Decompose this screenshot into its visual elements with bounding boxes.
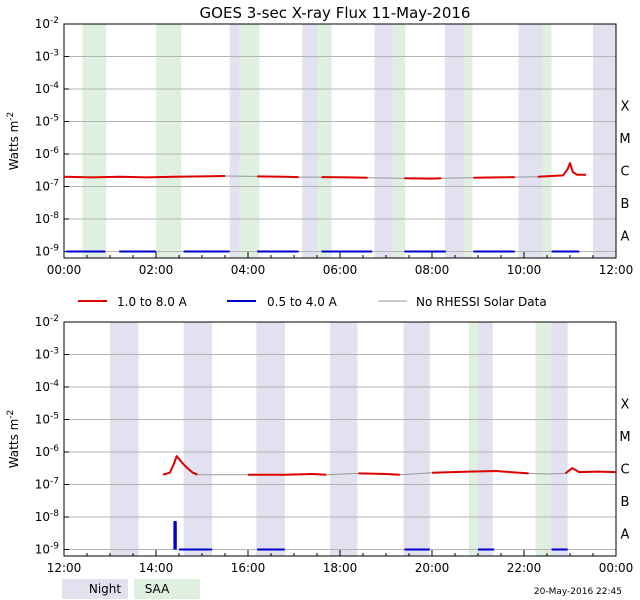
y-tick-label: 10-2 [35, 16, 59, 31]
night-band [550, 322, 568, 556]
legend-label-nodata: No RHESSI Solar Data [416, 295, 547, 309]
flare-class-label: M [619, 430, 630, 445]
saa-key-swatch [134, 579, 200, 599]
saa-band [317, 24, 332, 258]
saa-key-label: SAA [145, 582, 170, 596]
night-band [256, 322, 285, 556]
x-tick-label: 20:00 [415, 561, 450, 575]
flare-class-label: M [619, 132, 630, 147]
saa-band [464, 24, 473, 258]
saa-band [156, 24, 182, 258]
series-long-line [63, 175, 226, 179]
y-tick-label: 10-5 [35, 412, 59, 427]
x-tick-label: 00:00 [47, 263, 82, 277]
flare-class-label: C [620, 164, 629, 179]
flare-class-label: X [621, 99, 630, 114]
night-band [478, 322, 493, 556]
x-tick-label: 22:00 [507, 561, 542, 575]
y-tick-label: 10-9 [35, 244, 60, 259]
legend-label-short: 0.5 to 4.0 A [267, 295, 338, 309]
y-tick-label: 10-3 [35, 49, 59, 64]
night-band [374, 24, 393, 258]
y-tick-label: 10-7 [35, 179, 59, 194]
y-tick-label: 10-7 [35, 477, 59, 492]
x-tick-label: 10:00 [507, 263, 542, 277]
series-nodata-line [399, 472, 433, 476]
flare-class-label: X [621, 397, 630, 412]
night-band [229, 24, 240, 258]
y-tick-label: 10-6 [35, 146, 60, 161]
x-tick-label: 14:00 [139, 561, 174, 575]
series-short-line [173, 521, 177, 550]
night-band [444, 24, 465, 258]
x-tick-label: 18:00 [323, 561, 358, 575]
night-band [183, 322, 213, 556]
x-tick-label: 12:00 [599, 263, 634, 277]
series-long-line [257, 175, 299, 179]
series-long-line [321, 176, 368, 179]
series-long-line [431, 470, 529, 475]
series-nodata-line [326, 472, 359, 476]
chart-title: GOES 3-sec X-ray Flux 11-May-2016 [200, 4, 471, 22]
flare-class-label: A [621, 527, 630, 542]
series-long-line [473, 176, 515, 179]
y-axis-label: Watts m-2 [6, 112, 21, 171]
y-tick-label: 10-8 [35, 211, 60, 226]
flare-class-label: B [621, 495, 630, 510]
y-tick-label: 10-9 [35, 542, 60, 557]
y-axis-label: Watts m-2 [6, 410, 21, 469]
footer: Night SAA 20-May-2016 22:45 [62, 579, 622, 599]
legend-label-long: 1.0 to 8.0 A [117, 295, 188, 309]
x-tick-label: 04:00 [231, 263, 266, 277]
saa-band [468, 322, 478, 556]
y-tick-label: 10-3 [35, 347, 59, 362]
flare-class-label: C [620, 462, 629, 477]
y-tick-label: 10-4 [35, 81, 60, 96]
night-key-label: Night [89, 582, 122, 596]
legend: 1.0 to 8.0 A 0.5 to 4.0 A No RHESSI Sola… [78, 295, 547, 309]
y-tick-label: 10-4 [35, 379, 60, 394]
night-band [329, 322, 358, 556]
night-key-swatch [62, 579, 128, 599]
night-band [593, 24, 616, 258]
flare-class-label: A [621, 229, 630, 244]
series-long-line [537, 162, 587, 178]
y-tick-label: 10-5 [35, 114, 59, 129]
y-tick-label: 10-8 [35, 509, 60, 524]
y-tick-label: 10-6 [35, 444, 60, 459]
night-band [403, 322, 430, 556]
x-tick-label: 12:00 [47, 561, 82, 575]
night-band [518, 24, 543, 258]
night-band [110, 322, 139, 556]
timestamp: 20-May-2016 22:45 [534, 587, 622, 597]
saa-band [239, 24, 260, 258]
night-band [302, 24, 317, 258]
x-tick-label: 02:00 [139, 263, 174, 277]
y-tick-label: 10-2 [35, 314, 59, 329]
saa-band [535, 322, 551, 556]
series-nodata-line [528, 472, 566, 475]
top-panel: 10-2 10-3 10-4 10-5 10-6 10-7 10-8 10-9 Watts m-… [6, 16, 633, 277]
x-tick-label: 06:00 [323, 263, 358, 277]
saa-band [542, 24, 552, 258]
saa-band [392, 24, 406, 258]
saa-band [82, 24, 107, 258]
x-tick-label: 08:00 [415, 263, 450, 277]
series-long-line [358, 472, 400, 476]
series-long-line [162, 455, 198, 476]
x-tick-label: 16:00 [231, 561, 266, 575]
x-tick-label: 00:00 [599, 561, 634, 575]
bottom-panel: 10-2 10-3 10-4 10-5 10-6 10-7 10-8 10-9 Watts m-… [6, 314, 633, 575]
series-long-line [248, 473, 327, 476]
series-long-line [564, 467, 617, 475]
flare-class-label: B [621, 197, 630, 212]
